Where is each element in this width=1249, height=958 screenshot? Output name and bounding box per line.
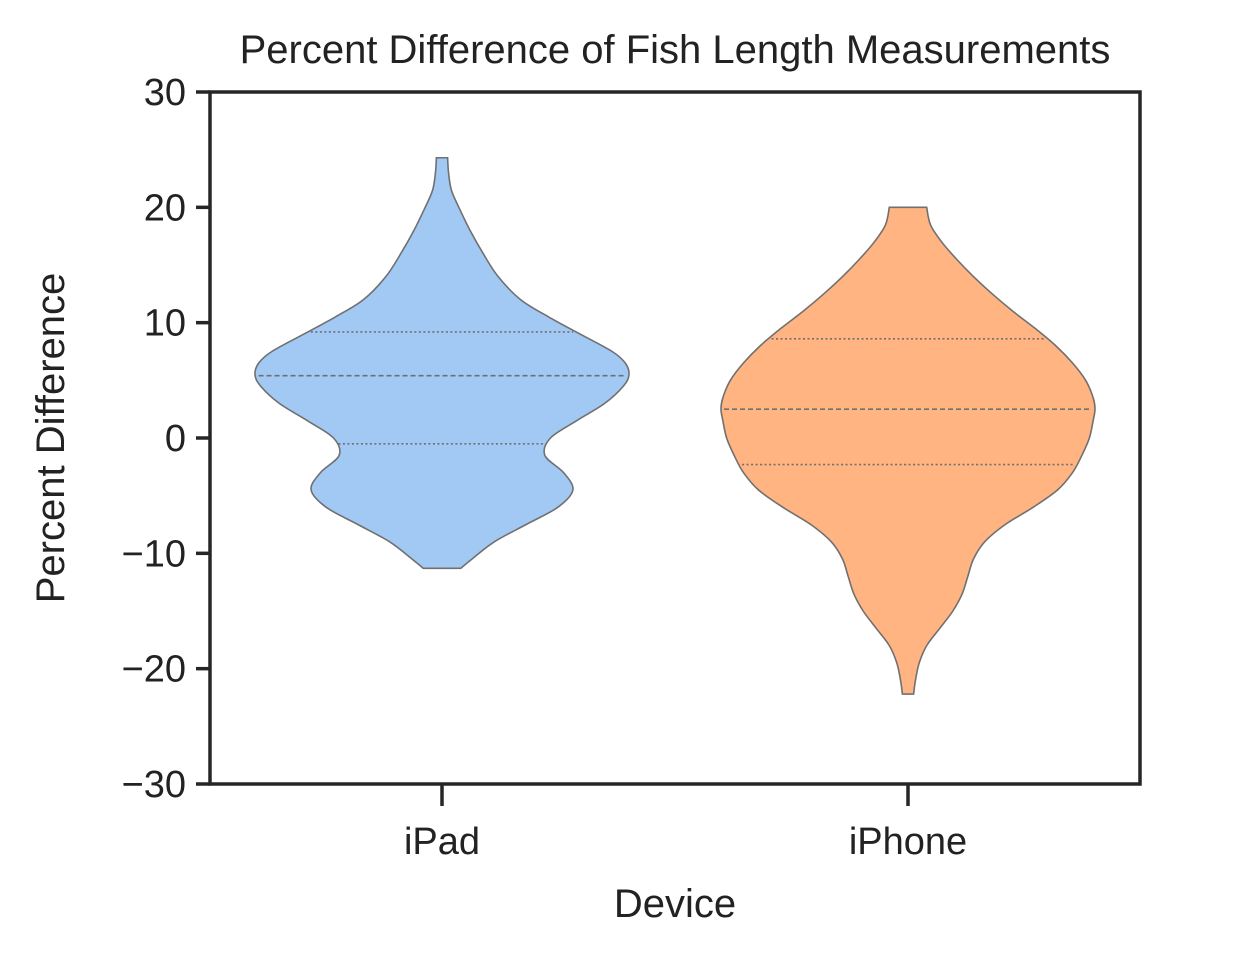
x-axis-label: Device xyxy=(614,882,736,926)
plot-area xyxy=(254,156,1096,695)
y-tick-label: −20 xyxy=(122,649,186,691)
y-axis-label: Percent Difference xyxy=(29,273,73,604)
y-tick-label: 0 xyxy=(165,418,186,460)
axes: 30 20 10 0 −10 −20 −30 iPad iPhone xyxy=(122,72,1142,863)
y-tick-label: −10 xyxy=(122,533,186,575)
y-tick-label: −30 xyxy=(122,764,186,806)
x-tick-label-iphone: iPhone xyxy=(849,821,967,863)
y-tick-label: 20 xyxy=(144,187,186,229)
y-tick-label: 10 xyxy=(144,303,186,345)
violin-iphone xyxy=(720,206,1096,695)
chart-title: Percent Difference of Fish Length Measur… xyxy=(240,28,1111,72)
x-tick-label-ipad: iPad xyxy=(404,821,480,863)
y-tick-label: 30 xyxy=(144,72,186,114)
violin-ipad xyxy=(254,156,630,570)
